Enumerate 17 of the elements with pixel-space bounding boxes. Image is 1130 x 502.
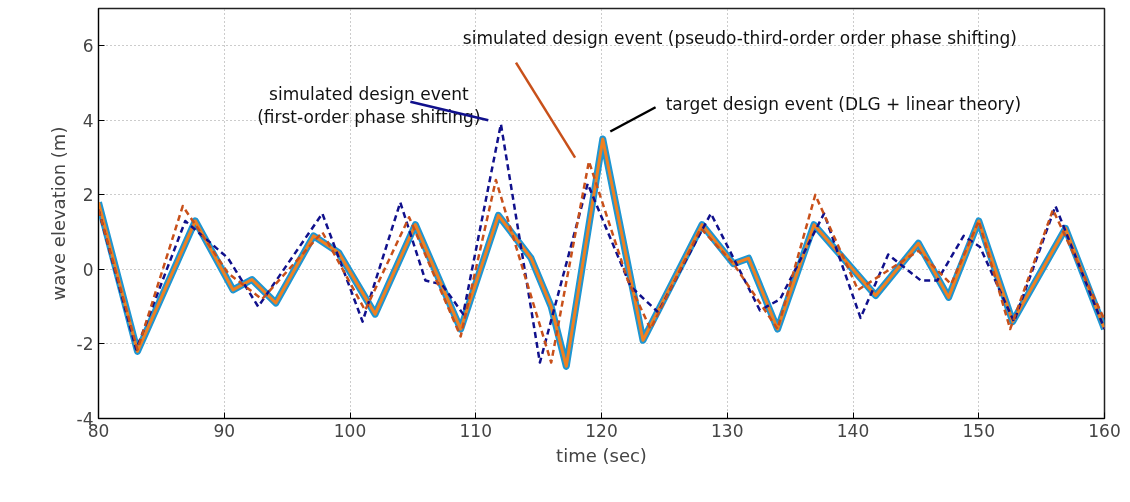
y-tick-label: 2: [82, 185, 94, 206]
x-tick-label: 110: [459, 420, 492, 441]
y-tick-label: -2: [76, 334, 94, 355]
x-tick-label: 150: [962, 420, 995, 441]
y-tick-label: 6: [82, 36, 94, 57]
y-tick-label: 0: [82, 259, 94, 280]
x-tick-label: 130: [711, 420, 744, 441]
x-tick-label: 140: [836, 420, 870, 441]
annotation: simulated design event (pseudo-third-order order phase shifting): [462, 28, 1017, 49]
x-tick-label: 100: [333, 420, 367, 441]
x-tick-label: 90: [213, 420, 236, 441]
x-tick-label: 160: [1088, 420, 1121, 441]
y-axis-title: wave elevation (m): [47, 126, 69, 301]
y-tick-label: 4: [82, 110, 94, 131]
x-axis-title: time (sec): [556, 444, 647, 466]
x-tick-label: 120: [585, 420, 618, 441]
annotation: target design event (DLG + linear theory): [665, 94, 1022, 115]
